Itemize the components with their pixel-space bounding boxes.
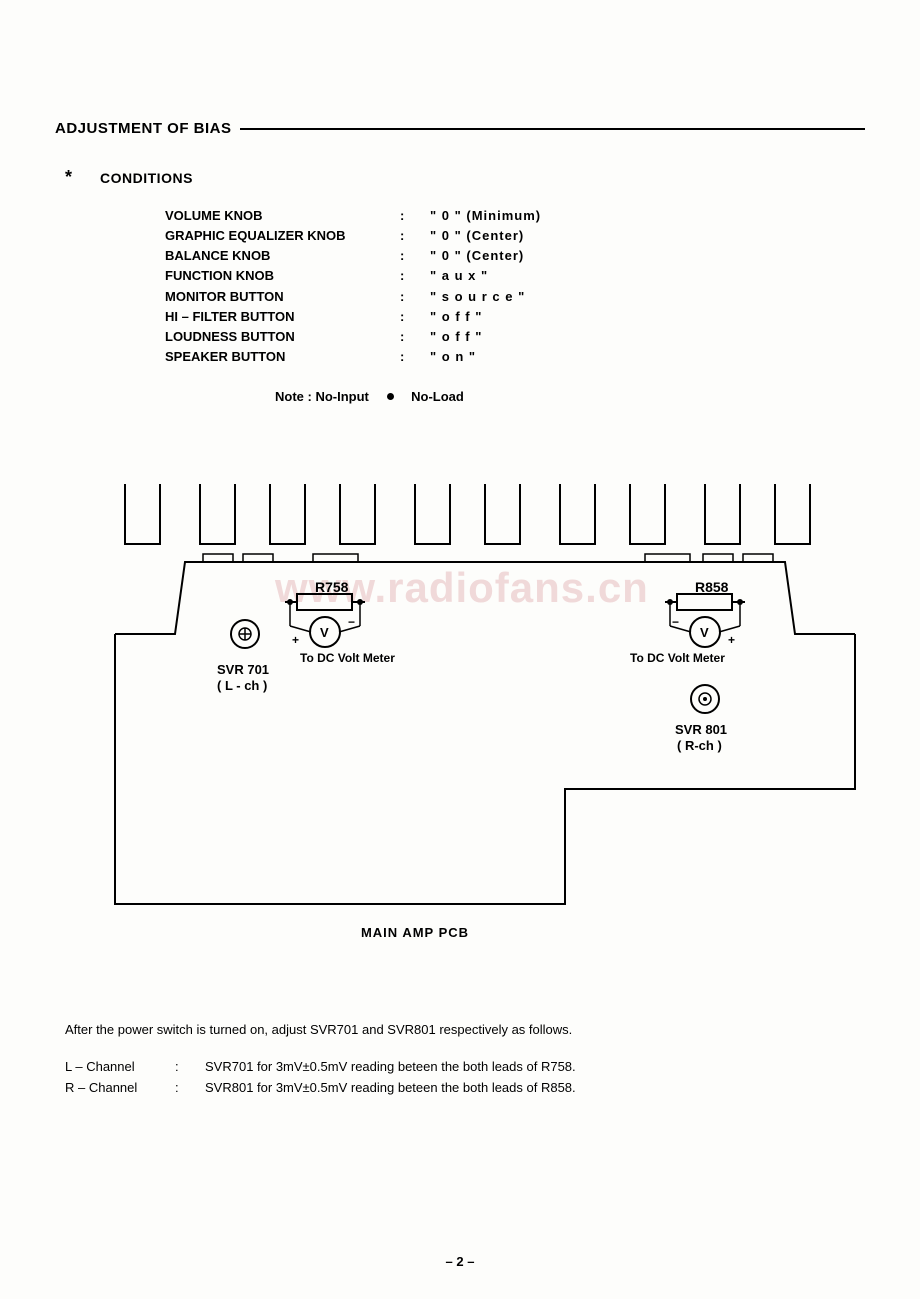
channel-colon: : bbox=[175, 1057, 205, 1078]
channel-text: SVR801 for 3mV±0.5mV reading beteen the … bbox=[205, 1078, 576, 1099]
channel-table: L – Channel : SVR701 for 3mV±0.5mV readi… bbox=[65, 1057, 865, 1099]
pcb-outline bbox=[115, 562, 855, 904]
conditions-header: * CONDITIONS bbox=[65, 167, 865, 188]
r858-label: R858 bbox=[695, 579, 729, 595]
svr801-group: SVR 801 ( R-ch ) bbox=[675, 685, 727, 753]
note-right: No-Load bbox=[411, 389, 464, 404]
lch-label: ( L - ch ) bbox=[217, 678, 267, 693]
section-title-row: ADJUSTMENT OF BIAS bbox=[55, 120, 865, 137]
condition-row: MONITOR BUTTON : " s o u r c e " bbox=[165, 287, 865, 307]
condition-colon: : bbox=[400, 246, 430, 266]
conditions-subhead: CONDITIONS bbox=[100, 170, 193, 186]
section-title: ADJUSTMENT OF BIAS bbox=[55, 120, 232, 137]
plus-label: + bbox=[292, 633, 299, 647]
condition-label: LOUDNESS BUTTON bbox=[165, 327, 400, 347]
condition-row: BALANCE KNOB : " 0 " (Center) bbox=[165, 246, 865, 266]
condition-value: " o f f " bbox=[430, 327, 482, 347]
condition-colon: : bbox=[400, 266, 430, 286]
condition-colon: : bbox=[400, 287, 430, 307]
condition-label: GRAPHIC EQUALIZER KNOB bbox=[165, 226, 400, 246]
condition-label: MONITOR BUTTON bbox=[165, 287, 400, 307]
channel-label: L – Channel bbox=[65, 1057, 175, 1078]
r758-label: R758 bbox=[315, 579, 349, 595]
condition-row: LOUDNESS BUTTON : " o f f " bbox=[165, 327, 865, 347]
channel-text: SVR701 for 3mV±0.5mV reading beteen the … bbox=[205, 1057, 576, 1078]
note-left: Note : No-Input bbox=[275, 389, 369, 404]
bullet-icon bbox=[387, 393, 394, 400]
channel-row: R – Channel : SVR801 for 3mV±0.5mV readi… bbox=[65, 1078, 865, 1099]
svr701-label: SVR 701 bbox=[217, 662, 269, 677]
condition-colon: : bbox=[400, 327, 430, 347]
after-sentence: After the power switch is turned on, adj… bbox=[65, 1022, 572, 1037]
v-label-2: V bbox=[700, 625, 709, 640]
condition-label: VOLUME KNOB bbox=[165, 206, 400, 226]
after-text: After the power switch is turned on, adj… bbox=[65, 1020, 865, 1098]
condition-colon: : bbox=[400, 206, 430, 226]
page-number: – 2 – bbox=[0, 1254, 920, 1269]
asterisk-icon: * bbox=[65, 167, 72, 188]
condition-value: " 0 " (Minimum) bbox=[430, 206, 541, 226]
condition-colon: : bbox=[400, 226, 430, 246]
diagram: www.radiofans.cn bbox=[85, 474, 865, 940]
pcb-diagram-svg: www.radiofans.cn bbox=[85, 474, 865, 914]
condition-label: SPEAKER BUTTON bbox=[165, 347, 400, 367]
condition-row: GRAPHIC EQUALIZER KNOB : " 0 " (Center) bbox=[165, 226, 865, 246]
condition-value: " o f f " bbox=[430, 307, 482, 327]
condition-colon: : bbox=[400, 307, 430, 327]
rch-label: ( R-ch ) bbox=[677, 738, 722, 753]
meter1-label: To DC Volt Meter bbox=[300, 651, 395, 665]
page: ADJUSTMENT OF BIAS * CONDITIONS VOLUME K… bbox=[0, 0, 920, 1299]
v-label: V bbox=[320, 625, 329, 640]
condition-value: " o n " bbox=[430, 347, 476, 367]
condition-label: FUNCTION KNOB bbox=[165, 266, 400, 286]
diagram-caption: MAIN AMP PCB bbox=[0, 925, 865, 940]
condition-value: " s o u r c e " bbox=[430, 287, 525, 307]
condition-value: " a u x " bbox=[430, 266, 488, 286]
minus-label-2: − bbox=[672, 615, 679, 629]
condition-colon: : bbox=[400, 347, 430, 367]
channel-colon: : bbox=[175, 1078, 205, 1099]
title-rule bbox=[240, 128, 865, 130]
condition-label: HI – FILTER BUTTON bbox=[165, 307, 400, 327]
meter2-label: To DC Volt Meter bbox=[630, 651, 725, 665]
condition-value: " 0 " (Center) bbox=[430, 226, 524, 246]
condition-row: FUNCTION KNOB : " a u x " bbox=[165, 266, 865, 286]
condition-row: HI – FILTER BUTTON : " o f f " bbox=[165, 307, 865, 327]
svr801-label: SVR 801 bbox=[675, 722, 727, 737]
minus-label: − bbox=[348, 615, 355, 629]
condition-value: " 0 " (Center) bbox=[430, 246, 524, 266]
condition-row: SPEAKER BUTTON : " o n " bbox=[165, 347, 865, 367]
channel-label: R – Channel bbox=[65, 1078, 175, 1099]
conditions-table: VOLUME KNOB : " 0 " (Minimum) GRAPHIC EQ… bbox=[165, 206, 865, 367]
plus-label-2: + bbox=[728, 633, 735, 647]
condition-row: VOLUME KNOB : " 0 " (Minimum) bbox=[165, 206, 865, 226]
svr701-group: SVR 701 ( L - ch ) bbox=[217, 620, 269, 693]
tab-row bbox=[203, 554, 773, 562]
connector-row bbox=[125, 484, 810, 544]
condition-label: BALANCE KNOB bbox=[165, 246, 400, 266]
channel-row: L – Channel : SVR701 for 3mV±0.5mV readi… bbox=[65, 1057, 865, 1078]
note-line: Note : No-Input No-Load bbox=[275, 389, 865, 404]
